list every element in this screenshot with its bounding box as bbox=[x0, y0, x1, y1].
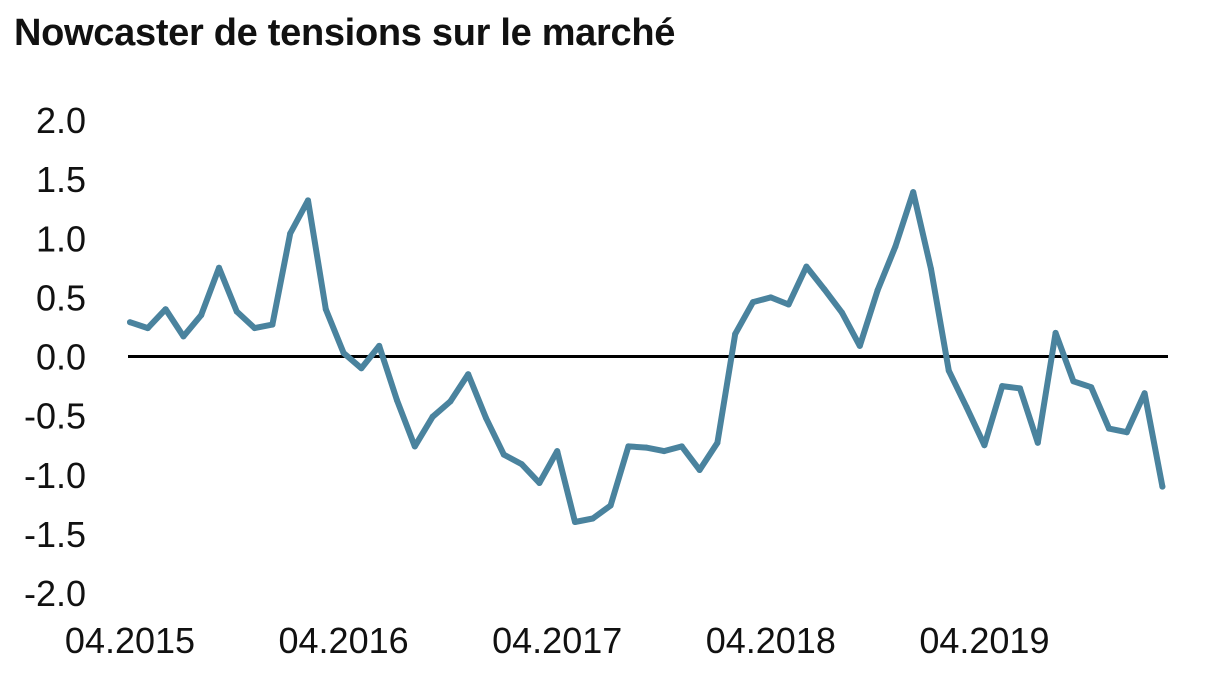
x-axis: 04.2015 04.2016 04.2017 04.2018 04.2019 bbox=[65, 620, 1050, 661]
data-point bbox=[803, 263, 810, 270]
data-point bbox=[358, 365, 365, 372]
x-tick-label: 04.2015 bbox=[65, 620, 195, 661]
data-point bbox=[1106, 425, 1112, 432]
data-point bbox=[305, 197, 311, 204]
data-point bbox=[1070, 378, 1077, 385]
data-point bbox=[767, 294, 774, 301]
y-tick-label: 0.0 bbox=[36, 337, 86, 378]
data-point bbox=[661, 448, 667, 455]
data-point bbox=[785, 301, 792, 308]
data-point bbox=[1017, 385, 1023, 392]
y-tick-label: -1.0 bbox=[24, 455, 86, 496]
data-point bbox=[251, 325, 258, 332]
y-tick-label: 2.0 bbox=[36, 100, 86, 141]
data-point bbox=[536, 480, 543, 486]
x-tick-label: 04.2018 bbox=[706, 620, 836, 661]
data-point bbox=[500, 451, 507, 458]
x-tick-label: 04.2016 bbox=[279, 620, 409, 661]
data-point bbox=[144, 325, 151, 332]
data-point bbox=[483, 415, 489, 421]
data-point bbox=[963, 404, 970, 411]
data-point bbox=[518, 461, 525, 468]
data-point bbox=[678, 443, 685, 450]
data-point bbox=[856, 342, 863, 349]
data-point bbox=[287, 230, 294, 237]
data-point bbox=[874, 287, 881, 294]
y-tick-label: -0.5 bbox=[24, 396, 86, 437]
data-point bbox=[945, 367, 952, 374]
y-tick-label: 1.5 bbox=[36, 159, 86, 200]
data-point bbox=[892, 243, 899, 250]
series-group bbox=[127, 189, 1166, 525]
data-point bbox=[1141, 390, 1148, 397]
data-point bbox=[696, 467, 703, 473]
data-point bbox=[322, 306, 329, 313]
data-point bbox=[429, 413, 436, 420]
data-point bbox=[821, 286, 828, 293]
data-point bbox=[607, 502, 614, 509]
data-point bbox=[625, 443, 632, 450]
data-point bbox=[180, 333, 187, 340]
data-point bbox=[269, 321, 276, 328]
data-point bbox=[340, 350, 347, 356]
data-point bbox=[465, 371, 472, 378]
data-point bbox=[162, 306, 169, 313]
data-point bbox=[1052, 329, 1059, 336]
data-point bbox=[750, 299, 756, 306]
data-point bbox=[198, 312, 205, 319]
x-tick-label: 04.2019 bbox=[919, 620, 1049, 661]
data-point bbox=[572, 519, 578, 525]
data-point bbox=[376, 342, 383, 349]
data-point bbox=[127, 319, 133, 326]
y-tick-label: -2.0 bbox=[24, 573, 86, 614]
data-point bbox=[981, 442, 988, 449]
data-point bbox=[447, 398, 454, 405]
data-point bbox=[589, 515, 596, 522]
data-point bbox=[999, 383, 1006, 390]
data-point bbox=[394, 397, 400, 404]
data-point bbox=[233, 308, 240, 315]
data-point bbox=[910, 189, 917, 196]
data-point bbox=[1123, 429, 1130, 436]
y-tick-label: -1.5 bbox=[24, 514, 86, 555]
data-point bbox=[1034, 439, 1041, 446]
y-tick-label: 0.5 bbox=[36, 277, 86, 318]
data-point bbox=[839, 309, 845, 316]
chart-title: Nowcaster de tensions sur le marché bbox=[14, 12, 676, 54]
data-point bbox=[216, 264, 222, 271]
data-point bbox=[928, 266, 934, 272]
y-tick-label: 1.0 bbox=[36, 218, 86, 259]
x-tick-label: 04.2017 bbox=[492, 620, 622, 661]
data-point bbox=[714, 439, 721, 446]
data-point bbox=[643, 444, 650, 451]
y-axis: 2.0 1.5 1.0 0.5 0.0 -0.5 -1.0 -1.5 -2.0 bbox=[24, 100, 86, 614]
data-point bbox=[1159, 483, 1166, 490]
data-point bbox=[554, 448, 561, 455]
data-point bbox=[1088, 384, 1095, 391]
data-point bbox=[411, 443, 418, 450]
data-point bbox=[732, 331, 739, 337]
